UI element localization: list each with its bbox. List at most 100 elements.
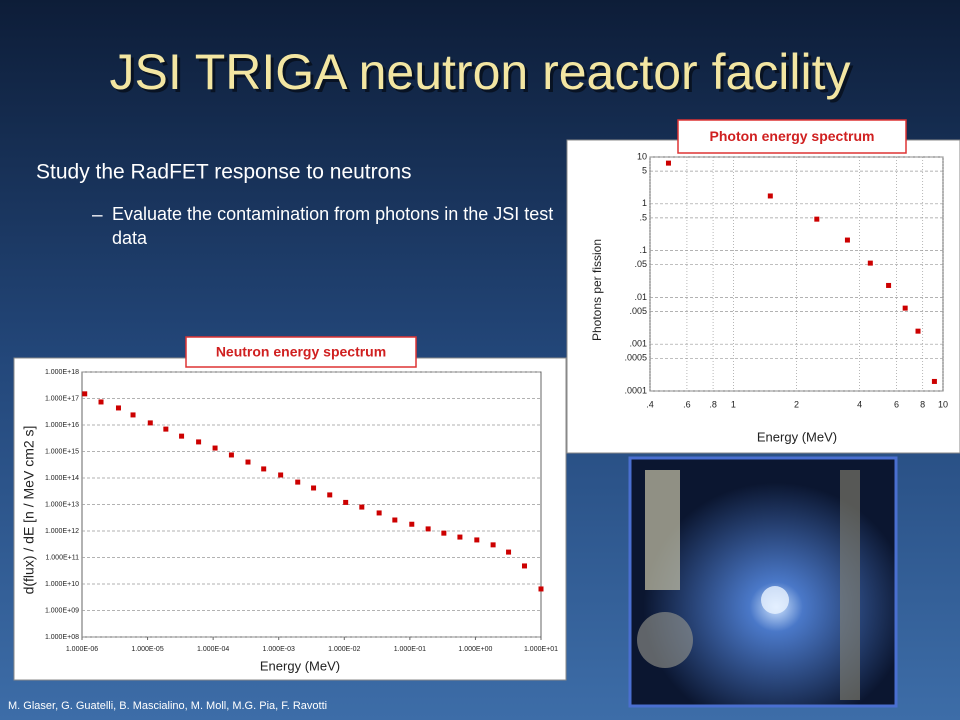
y-axis-label: Photons per fission — [590, 239, 604, 341]
y-tick-label: 1.000E+17 — [45, 395, 79, 402]
neutron-panel — [13, 357, 567, 681]
y-tick-label: .5 — [639, 212, 647, 222]
x-tick-label: 1.000E+00 — [458, 646, 492, 653]
x-tick-label: 1.000E-06 — [66, 646, 98, 653]
reactor-photo — [628, 456, 898, 708]
sub-bullet-box: Evaluate the contamination from photons … — [112, 204, 554, 248]
y-tick-label: 5 — [642, 165, 647, 175]
x-tick-label: 1.000E-01 — [394, 646, 426, 653]
y-tick-label: 1.000E+16 — [45, 422, 79, 429]
y-tick-label: 1.000E+10 — [45, 581, 79, 588]
data-point — [521, 563, 527, 569]
data-point — [359, 504, 365, 510]
data-point — [844, 237, 850, 243]
bullet: Study the RadFET response to neutrons — [36, 161, 412, 184]
data-point — [311, 485, 317, 491]
pipe — [637, 612, 693, 668]
x-tick-label: 8 — [920, 399, 925, 409]
y-tick-label: .001 — [629, 339, 647, 349]
data-point — [902, 305, 908, 311]
data-point — [98, 399, 104, 405]
y-tick-label: .01 — [634, 292, 647, 302]
x-tick-label: 6 — [894, 399, 899, 409]
data-point — [196, 439, 202, 445]
data-point — [261, 466, 267, 472]
data-point — [147, 420, 153, 426]
x-axis-label: Energy (MeV) — [757, 429, 837, 444]
pipe — [840, 470, 860, 700]
chart-title: Neutron energy spectrum — [216, 344, 386, 360]
y-tick-label: .1 — [639, 245, 647, 255]
data-point — [130, 412, 136, 418]
y-tick-label: 1.000E+14 — [45, 475, 79, 482]
data-point — [163, 426, 169, 432]
data-point — [931, 378, 937, 384]
data-point — [915, 328, 921, 334]
y-tick-label: 1 — [642, 198, 647, 208]
data-point — [245, 459, 251, 465]
data-point — [867, 260, 873, 266]
y-tick-label: 1.000E+12 — [45, 528, 79, 535]
data-point — [409, 521, 415, 527]
x-tick-label: .6 — [683, 399, 691, 409]
data-point — [115, 405, 121, 411]
core — [761, 586, 789, 614]
data-point — [179, 433, 185, 439]
pipe — [645, 470, 680, 590]
x-tick-label: 1.000E-04 — [197, 646, 229, 653]
chart-title-box — [677, 119, 907, 154]
photon-panel — [566, 139, 960, 454]
data-point — [490, 542, 496, 548]
y-tick-label: .05 — [634, 259, 647, 269]
x-tick-label: .4 — [646, 399, 654, 409]
y-tick-label: .005 — [629, 306, 647, 316]
sub-bullet: Evaluate the contamination from photons … — [112, 204, 554, 248]
data-point — [665, 160, 671, 166]
x-tick-label: 1.000E-05 — [131, 646, 163, 653]
title-shadow: JSI TRIGA neutron reactor facility — [112, 47, 853, 103]
chart-title: Photon energy spectrum — [710, 128, 875, 144]
y-tick-label: 1.000E+15 — [45, 448, 79, 455]
y-tick-label: 1.000E+08 — [45, 634, 79, 641]
y-tick-label: 10 — [637, 151, 647, 161]
y-axis-label: d(flux) / dE [n / MeV cm2 s] — [21, 426, 37, 595]
data-point — [82, 391, 88, 397]
data-point — [474, 537, 480, 543]
data-point — [343, 499, 349, 505]
data-point — [392, 517, 398, 523]
y-tick-label: 1.000E+11 — [45, 554, 79, 561]
y-tick-label: .0005 — [624, 353, 647, 363]
y-tick-label: 1.000E+13 — [45, 501, 79, 508]
y-tick-label: 1.000E+18 — [45, 369, 79, 376]
x-tick-label: 1 — [731, 399, 736, 409]
data-point — [886, 282, 892, 288]
data-point — [538, 586, 544, 592]
data-point — [425, 526, 431, 532]
y-tick-label: .0001 — [624, 385, 647, 395]
data-point — [295, 479, 301, 485]
slide-title: JSI TRIGA neutron reactor facility — [109, 44, 850, 100]
data-point — [212, 445, 218, 451]
x-tick-label: 1.000E-02 — [328, 646, 360, 653]
chart-title-box — [185, 336, 417, 368]
data-point — [228, 452, 234, 458]
x-tick-label: 1.000E-03 — [263, 646, 295, 653]
x-axis-label: Energy (MeV) — [260, 658, 340, 673]
data-point — [441, 530, 447, 536]
data-point — [278, 472, 284, 478]
footer: M. Glaser, G. Guatelli, B. Mascialino, M… — [8, 700, 327, 712]
data-point — [767, 193, 773, 199]
y-tick-label: 1.000E+09 — [45, 607, 79, 614]
data-point — [506, 549, 512, 555]
data-point — [376, 510, 382, 516]
data-point — [327, 492, 333, 498]
data-point — [814, 216, 820, 222]
dash: – — [92, 205, 103, 226]
x-tick-label: 10 — [938, 399, 948, 409]
x-tick-label: 2 — [794, 399, 799, 409]
data-point — [457, 534, 463, 540]
x-tick-label: .8 — [709, 399, 717, 409]
x-tick-label: 1.000E+01 — [524, 646, 558, 653]
x-tick-label: 4 — [857, 399, 862, 409]
